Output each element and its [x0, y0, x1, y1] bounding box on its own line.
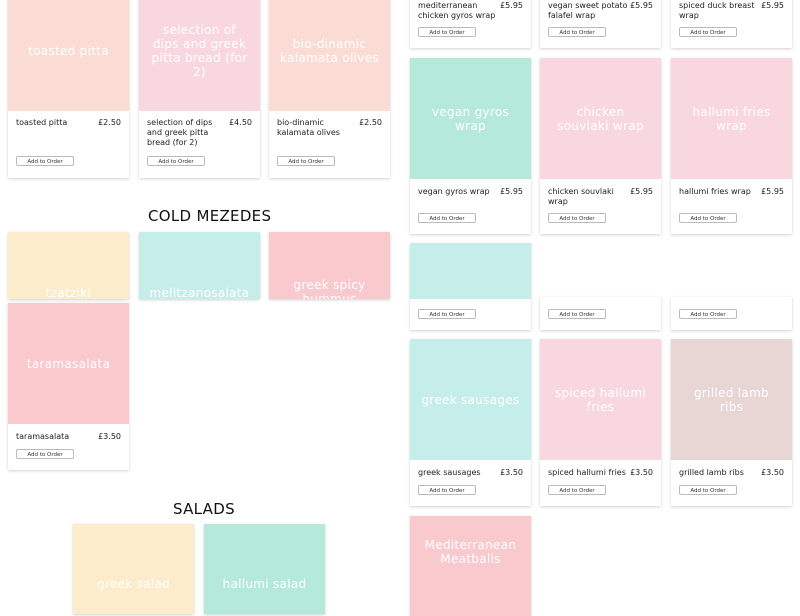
add-to-order-button[interactable]: Add to Order [418, 309, 476, 319]
menu-item-image: selection of dips and greek pitta bread … [139, 0, 260, 111]
menu-item-name: grilled lamb ribs [679, 468, 744, 477]
menu-item-price: £3.50 [761, 468, 784, 477]
menu-item-name: chicken souvlaki wrap [548, 187, 614, 206]
add-to-order-button[interactable]: Add to Order [679, 309, 737, 319]
menu-card: tzatziki [8, 232, 129, 299]
menu-item-image: Mediterranean Meatballs [410, 516, 531, 616]
menu-item-image-label: greek spicy hummus [293, 278, 366, 299]
menu-item-name: spiced hallumi fries [548, 468, 626, 477]
add-to-order-button[interactable]: Add to Order [679, 213, 737, 223]
menu-card: Mediterranean Meatballs [410, 516, 531, 616]
menu-item-name: taramasalata [16, 432, 70, 441]
menu-item-price: £2.50 [359, 118, 382, 127]
section-heading-cold-mezedes: COLD MEZEDES [148, 207, 272, 225]
menu-item-image-label: hallumi salad [222, 577, 307, 591]
menu-card: toasted pitta toasted pitta £2.50 Add to… [8, 0, 129, 178]
menu-item-name: mediterranean chicken gyros wrap [418, 1, 496, 20]
menu-item-price: £3.50 [98, 432, 121, 441]
menu-card: hallumi salad [204, 524, 325, 614]
menu-item-image-label: tzatziki [45, 286, 92, 299]
menu-item-name: vegan sweet potato falafel wrap [548, 1, 628, 20]
menu-item-image: bio-dinamic kalamata olives [269, 0, 390, 111]
menu-item-price: £5.95 [630, 187, 653, 196]
menu-item-image: chicken souvlaki wrap [540, 58, 661, 179]
menu-item-price: £5.95 [761, 1, 784, 10]
menu-item-image-label: greek salad [96, 577, 171, 591]
menu-item-image: greek salad [73, 524, 194, 614]
menu-item-image: vegan gyros wrap [410, 58, 531, 179]
menu-card: greek salad [73, 524, 194, 614]
menu-item-name: selection of dips and greek pitta bread … [147, 118, 213, 147]
menu-card: spiced duck breast wrap £5.95 Add to Ord… [671, 0, 792, 48]
menu-item-image: greek spicy hummus [269, 232, 390, 299]
add-to-order-button[interactable]: Add to Order [16, 449, 74, 459]
add-to-order-button[interactable]: Add to Order [548, 213, 606, 223]
add-to-order-button[interactable]: Add to Order [277, 156, 335, 166]
menu-card: bio-dinamic kalamata olives bio-dinamic … [269, 0, 390, 178]
menu-item-image: hallumi fries wrap [671, 58, 792, 179]
menu-item-price: £3.50 [500, 468, 523, 477]
menu-card: grilled lamb ribs grilled lamb ribs £3.5… [671, 339, 792, 506]
menu-item-name: hallumi fries wrap [679, 187, 751, 196]
add-to-order-button[interactable]: Add to Order [679, 27, 737, 37]
menu-item-price: £4.50 [229, 118, 252, 127]
menu-item-name: vegan gyros wrap [418, 187, 490, 196]
menu-item-price: £3.50 [630, 468, 653, 477]
add-to-order-button[interactable]: Add to Order [548, 309, 606, 319]
menu-item-name: bio-dinamic kalamata olives [277, 118, 340, 137]
add-to-order-button[interactable]: Add to Order [548, 27, 606, 37]
menu-item-image: spiced hallumi fries [540, 339, 661, 460]
menu-card: Add to Order [410, 243, 531, 330]
menu-item-price: £5.95 [500, 187, 523, 196]
add-to-order-button[interactable]: Add to Order [418, 213, 476, 223]
menu-item-name: spiced duck breast wrap [679, 1, 755, 20]
menu-card: greek sausages greek sausages £3.50 Add … [410, 339, 531, 506]
menu-card: hallumi fries wrap hallumi fries wrap £5… [671, 58, 792, 234]
menu-item-image: taramasalata [8, 303, 129, 424]
menu-card: chicken souvlaki wrap chicken souvlaki w… [540, 58, 661, 234]
menu-card: taramasalata taramasalata £3.50 Add to O… [8, 303, 129, 470]
menu-item-price: £5.95 [761, 187, 784, 196]
menu-item-image: hallumi salad [204, 524, 325, 614]
menu-item-name: toasted pitta [16, 118, 68, 127]
section-heading-salads: SALADS [173, 500, 235, 518]
menu-item-name: greek sausages [418, 468, 481, 477]
menu-item-image: greek sausages [410, 339, 531, 460]
add-to-order-button[interactable]: Add to Order [16, 156, 74, 166]
menu-item-image: melitzanosalata [139, 232, 260, 299]
menu-card: Add to Order [540, 297, 661, 330]
menu-item-price: £5.95 [630, 1, 653, 10]
menu-card: spiced hallumi fries spiced hallumi frie… [540, 339, 661, 506]
menu-item-price: £5.95 [500, 1, 523, 10]
menu-item-price: £2.50 [98, 118, 121, 127]
add-to-order-button[interactable]: Add to Order [548, 485, 606, 495]
add-to-order-button[interactable]: Add to Order [418, 485, 476, 495]
menu-card: melitzanosalata [139, 232, 260, 299]
add-to-order-button[interactable]: Add to Order [147, 156, 205, 166]
add-to-order-button[interactable]: Add to Order [679, 485, 737, 495]
menu-card: greek spicy hummus [269, 232, 390, 299]
menu-card: Add to Order [671, 297, 792, 330]
menu-card: mediterranean chicken gyros wrap £5.95 A… [410, 0, 531, 48]
menu-item-image-label: melitzanosalata [149, 286, 250, 299]
add-to-order-button[interactable]: Add to Order [418, 27, 476, 37]
menu-item-image: tzatziki [8, 232, 129, 299]
menu-item-image: grilled lamb ribs [671, 339, 792, 460]
menu-item-image [410, 243, 531, 299]
menu-item-image: toasted pitta [8, 0, 129, 111]
menu-card: vegan gyros wrap vegan gyros wrap £5.95 … [410, 58, 531, 234]
menu-card: vegan sweet potato falafel wrap £5.95 Ad… [540, 0, 661, 48]
menu-card: selection of dips and greek pitta bread … [139, 0, 260, 178]
